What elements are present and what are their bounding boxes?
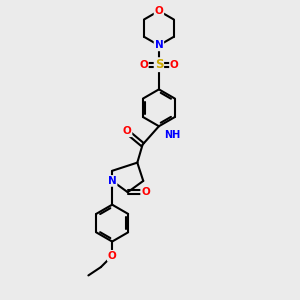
Text: N: N [108, 176, 116, 186]
Text: N: N [154, 40, 163, 50]
Text: O: O [139, 60, 148, 70]
Text: NH: NH [164, 130, 181, 140]
Text: O: O [123, 126, 131, 136]
Text: O: O [141, 187, 150, 197]
Text: S: S [155, 58, 163, 71]
Text: O: O [108, 251, 116, 261]
Text: O: O [170, 60, 179, 70]
Text: O: O [154, 6, 163, 16]
